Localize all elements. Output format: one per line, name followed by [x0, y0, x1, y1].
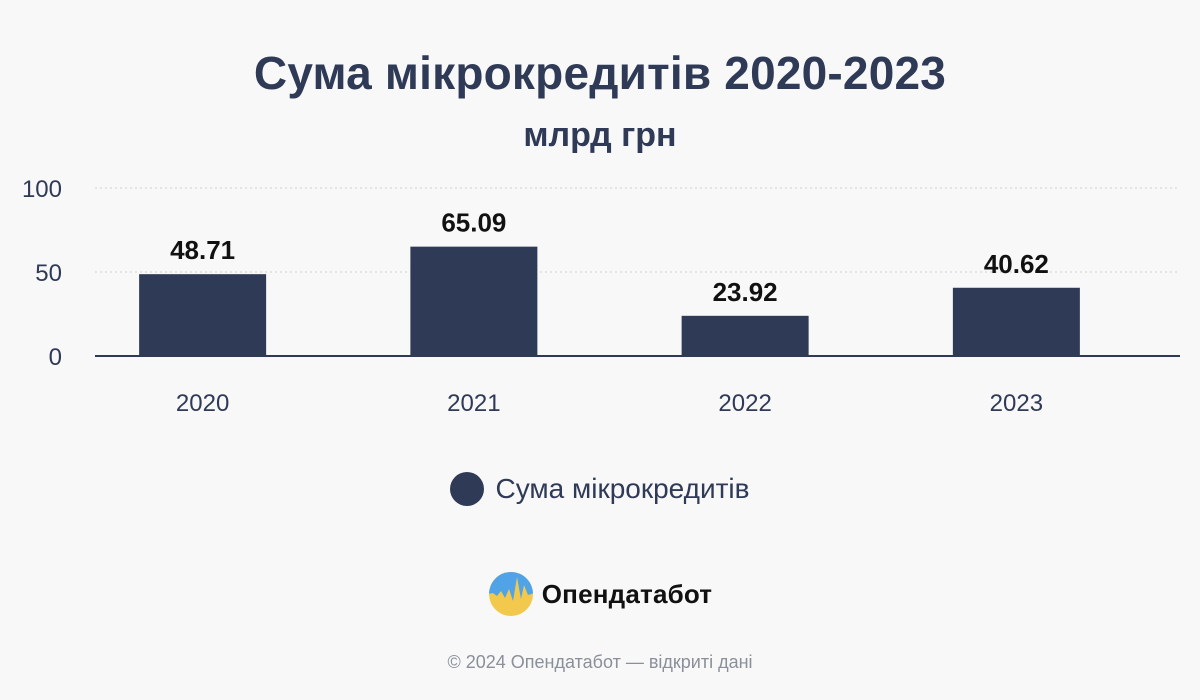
copyright: © 2024 Опендатабот — відкриті дані — [447, 652, 753, 672]
bar-chart: 0 50 100 48.71 2020 65.09 2021 23.92 2022 40.62 20… — [22, 176, 1180, 417]
x-tick-label: 2021 — [447, 390, 500, 417]
y-tick-label: 0 — [49, 344, 62, 371]
bar-value-label: 48.71 — [170, 235, 235, 265]
bar-value-label: 40.62 — [984, 249, 1049, 279]
x-tick-label: 2020 — [176, 390, 229, 417]
x-tick-label: 2023 — [990, 390, 1043, 417]
chart-subtitle: млрд грн — [523, 116, 677, 154]
bar — [681, 315, 809, 356]
legend-swatch — [450, 472, 485, 506]
brand: Опендатабот — [0, 571, 1200, 617]
brand-name: Опендатабот — [541, 578, 713, 609]
y-tick-label: 100 — [22, 176, 62, 203]
bar-value-label: 23.92 — [713, 277, 778, 307]
legend-label: Сума мікрокредитів — [495, 473, 750, 504]
bar — [952, 287, 1080, 356]
x-tick-label: 2022 — [718, 390, 771, 417]
legend: Сума мікрокредитів — [0, 472, 1200, 506]
bar-value-label: 65.09 — [441, 208, 506, 238]
y-tick-label: 50 — [35, 260, 62, 287]
bar — [410, 246, 538, 356]
opendatabot-logo-icon — [488, 572, 533, 616]
bar — [139, 274, 267, 356]
chart-title: Сума мікрокредитів 2020-2023 — [253, 47, 947, 99]
